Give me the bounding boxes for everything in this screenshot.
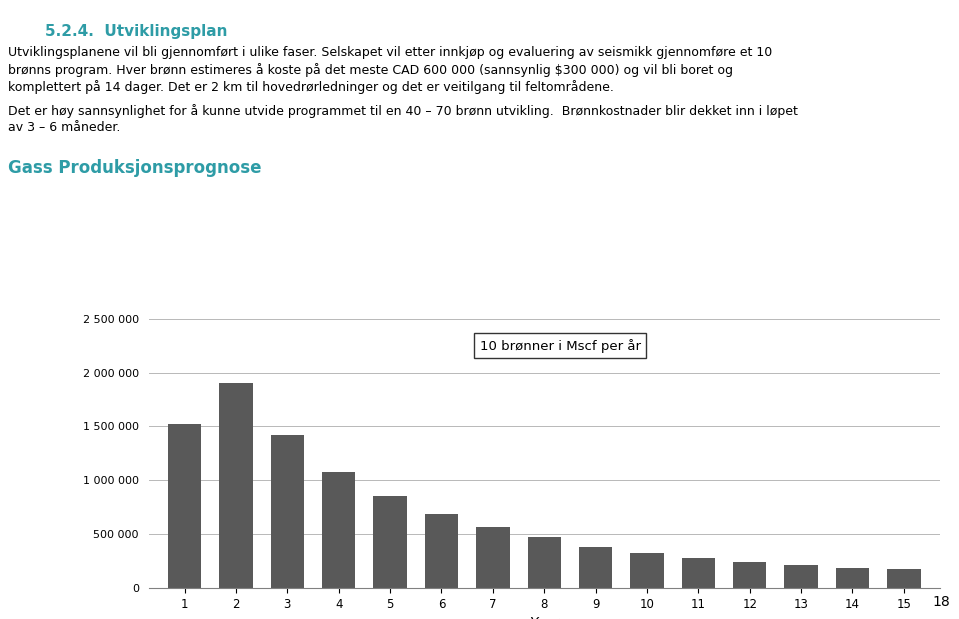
- Bar: [733, 562, 766, 588]
- Bar: [168, 425, 201, 588]
- Bar: [887, 569, 921, 588]
- Bar: [630, 553, 664, 588]
- Legend: 10 brønner i Mscf per år: 10 brønner i Mscf per år: [475, 334, 645, 358]
- Text: Gass Produksjonsprognose: Gass Produksjonsprognose: [8, 159, 262, 177]
- Text: 18: 18: [932, 595, 950, 609]
- Text: av 3 – 6 måneder.: av 3 – 6 måneder.: [8, 121, 121, 134]
- Bar: [579, 547, 612, 588]
- Bar: [425, 514, 458, 588]
- Bar: [682, 558, 715, 588]
- Bar: [477, 527, 509, 588]
- Text: komplettert på 14 dager. Det er 2 km til hovedrørledninger og det er veitilgang : komplettert på 14 dager. Det er 2 km til…: [8, 80, 614, 94]
- Bar: [220, 383, 252, 588]
- Text: Det er høy sannsynlighet for å kunne utvide programmet til en 40 – 70 brønn utvi: Det er høy sannsynlighet for å kunne utv…: [8, 104, 798, 118]
- Text: brønns program. Hver brønn estimeres å koste på det meste CAD 600 000 (sannsynli: brønns program. Hver brønn estimeres å k…: [8, 63, 733, 77]
- Bar: [784, 565, 818, 588]
- Bar: [836, 568, 869, 588]
- Bar: [527, 537, 561, 588]
- Bar: [322, 472, 356, 588]
- X-axis label: Year: Year: [529, 617, 559, 619]
- Bar: [270, 435, 304, 588]
- Bar: [373, 496, 407, 588]
- Text: 5.2.4.  Utviklingsplan: 5.2.4. Utviklingsplan: [45, 24, 227, 39]
- Text: Utviklingsplanene vil bli gjennomført i ulike faser. Selskapet vil etter innkjøp: Utviklingsplanene vil bli gjennomført i …: [8, 46, 772, 59]
